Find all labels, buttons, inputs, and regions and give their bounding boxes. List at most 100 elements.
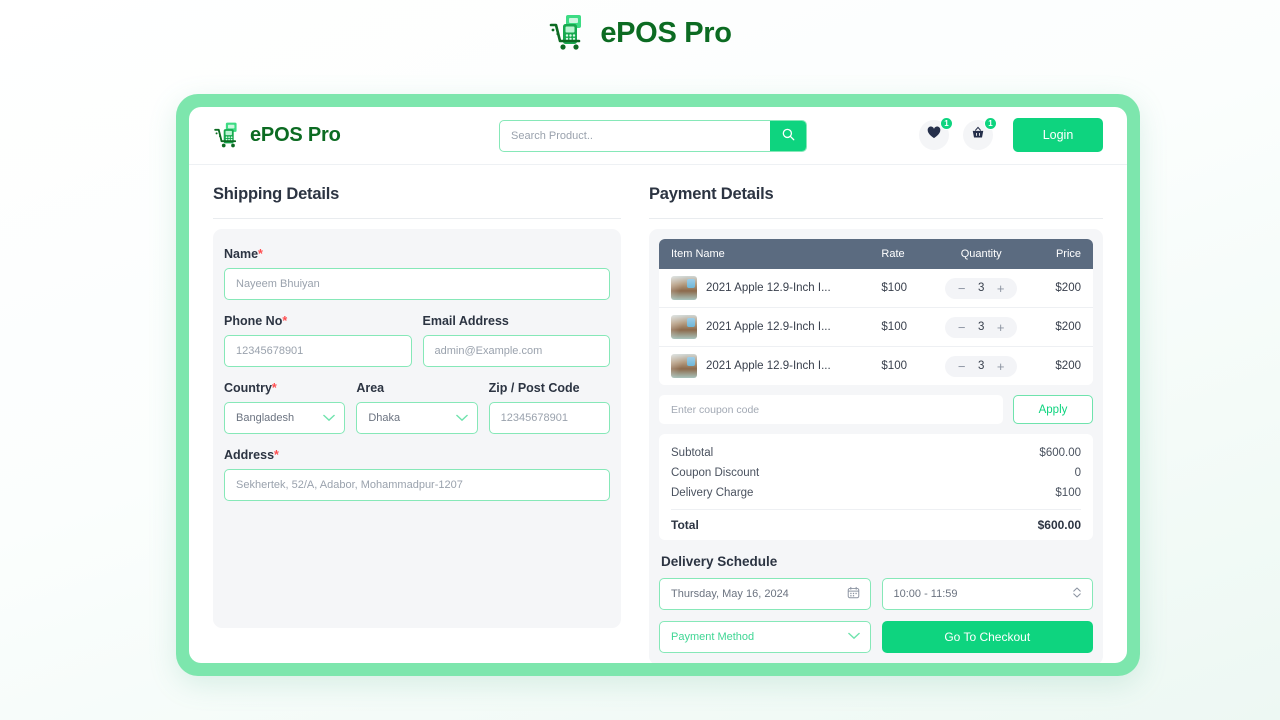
area-field-group: Area (356, 381, 478, 434)
payment-method-value: Payment Method (671, 631, 755, 643)
discount-row: Coupon Discount 0 (671, 463, 1081, 483)
header-actions: 1 1 Login (919, 117, 1103, 152)
cell-price: $200 (1036, 346, 1093, 385)
zip-input[interactable] (488, 402, 610, 434)
product-name: 2021 Apple 12.9-Inch I... (706, 360, 831, 372)
delivery-time-value: 10:00 - 11:59 (893, 588, 958, 600)
subtotal-label: Subtotal (671, 447, 714, 459)
go-to-checkout-button[interactable]: Go To Checkout (881, 621, 1093, 653)
quantity-decrease-button[interactable]: − (957, 280, 966, 296)
delivery-value: $100 (1055, 487, 1081, 499)
product-name: 2021 Apple 12.9-Inch I... (706, 282, 831, 294)
quantity-stepper[interactable]: − 3 + (945, 355, 1018, 377)
email-field-group: Email Address (422, 314, 610, 367)
col-rate: Rate (869, 239, 927, 269)
address-label-text: Address (224, 448, 275, 462)
delivery-schedule-title: Delivery Schedule (661, 554, 778, 569)
payment-method-select[interactable]: Payment Method (659, 621, 871, 653)
country-field-group: Country* (224, 381, 346, 434)
cell-quantity: − 3 + (926, 346, 1037, 385)
page-brand-header: ePOS Pro (0, 0, 1280, 66)
shipping-title: Shipping Details (213, 185, 340, 203)
phone-label-text: Phone No (224, 314, 283, 328)
basket-icon (971, 126, 985, 145)
phone-email-row: Phone No* Email Address (224, 314, 610, 367)
country-select[interactable] (224, 402, 346, 434)
area-select[interactable] (356, 402, 478, 434)
col-item-name: Item Name (659, 239, 870, 269)
name-label: Name* (224, 247, 610, 261)
table-header-row: Item Name Rate Quantity Price (659, 239, 1093, 269)
delivery-date-value: Thursday, May 16, 2024 (671, 588, 789, 600)
payment-divider (649, 218, 1103, 219)
quantity-decrease-button[interactable]: − (957, 319, 966, 335)
subtotal-row: Subtotal $600.00 (671, 443, 1081, 463)
name-input[interactable] (224, 268, 610, 300)
product-name: 2021 Apple 12.9-Inch I... (706, 321, 831, 333)
quantity-value: 3 (977, 282, 985, 294)
address-required-mark: * (274, 448, 279, 462)
cell-item: 2021 Apple 12.9-Inch I... (659, 269, 870, 308)
app-card: ePOS Pro (189, 107, 1127, 663)
phone-input[interactable] (224, 335, 412, 367)
login-button[interactable]: Login (1013, 118, 1103, 152)
delivery-date-picker[interactable]: Thursday, May 16, 2024 (659, 578, 871, 610)
cell-rate: $100 (869, 269, 927, 308)
area-label: Area (356, 381, 385, 395)
cell-item: 2021 Apple 12.9-Inch I... (659, 307, 870, 347)
email-input[interactable] (422, 335, 610, 367)
cell-price: $200 (1036, 269, 1093, 308)
payment-section: Payment Details Item Name Rate Quantity … (649, 185, 1103, 663)
app-frame: ePOS Pro (176, 94, 1140, 676)
address-input[interactable] (224, 469, 610, 501)
cart-table-head: Item Name Rate Quantity Price (659, 239, 1093, 269)
email-label: Email Address (422, 314, 509, 328)
country-select-value[interactable] (224, 402, 346, 434)
payment-title: Payment Details (649, 185, 774, 203)
cart-button[interactable]: 1 (963, 117, 997, 150)
table-row: 2021 Apple 12.9-Inch I... $100 − 3 + (659, 307, 1093, 347)
shipping-divider (213, 218, 621, 219)
address-field-group: Address* (224, 448, 610, 501)
apply-coupon-button[interactable]: Apply (1013, 395, 1093, 424)
delivery-time-select[interactable]: 10:00 - 11:59 (881, 578, 1093, 610)
heart-icon (927, 126, 941, 144)
chevron-down-icon (847, 631, 860, 643)
col-price: Price (1036, 239, 1093, 269)
shipping-form-panel: Name* Phone No* Email Address (213, 229, 621, 628)
wishlist-button[interactable]: 1 (919, 117, 953, 150)
product-thumbnail (671, 315, 697, 339)
search-button[interactable] (770, 121, 806, 151)
app-body: Shipping Details Name* Phone No* (189, 165, 1127, 663)
delivery-label: Delivery Charge (671, 487, 754, 499)
country-required-mark: * (271, 381, 277, 395)
quantity-stepper[interactable]: − 3 + (945, 316, 1018, 338)
quantity-increase-button[interactable]: + (996, 358, 1005, 374)
cart-badge: 1 (984, 117, 997, 130)
phone-required-mark: * (282, 314, 288, 328)
country-label-text: Country (224, 381, 272, 395)
shipping-section: Shipping Details Name* Phone No* (213, 185, 621, 663)
payment-panel: Item Name Rate Quantity Price (649, 229, 1103, 663)
area-select-value[interactable] (356, 402, 478, 434)
total-label: Total (671, 518, 699, 532)
quantity-decrease-button[interactable]: − (957, 358, 966, 374)
phone-field-group: Phone No* (224, 314, 412, 367)
cart-table: Item Name Rate Quantity Price (659, 239, 1093, 385)
header-brand[interactable]: ePOS Pro (213, 121, 341, 150)
search-input[interactable] (500, 121, 770, 151)
phone-label: Phone No* (224, 314, 412, 328)
quantity-stepper[interactable]: − 3 + (945, 277, 1018, 299)
search-bar[interactable] (499, 120, 807, 152)
coupon-input[interactable] (659, 395, 1003, 424)
subtotal-value: $600.00 (1039, 447, 1081, 459)
quantity-value: 3 (977, 321, 985, 333)
updown-chevron-icon (1072, 586, 1082, 602)
zip-label: Zip / Post Code (488, 381, 580, 395)
coupon-row: Apply (659, 395, 1093, 424)
quantity-increase-button[interactable]: + (996, 319, 1005, 335)
quantity-increase-button[interactable]: + (996, 280, 1005, 296)
cell-item: 2021 Apple 12.9-Inch I... (659, 346, 870, 385)
totals-box: Subtotal $600.00 Coupon Discount 0 Deliv… (659, 434, 1093, 540)
country-label: Country* (224, 381, 345, 395)
